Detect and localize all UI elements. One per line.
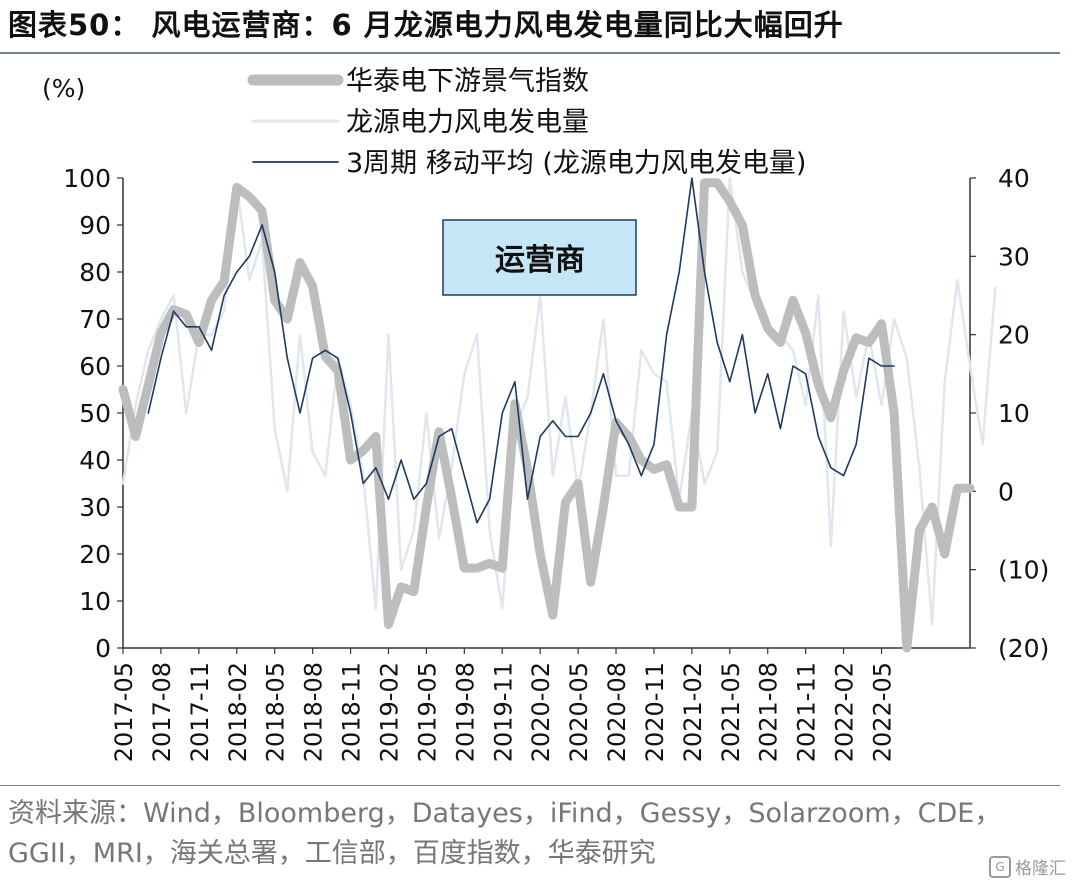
right-tick-label: 10 [998,399,1030,428]
x-tick-label: 2021-08 [755,662,783,762]
legend-label-2: 3周期 移动平均 (龙源电力风电发电量) [346,148,806,179]
left-tick-label: 30 [79,493,111,522]
x-tick-label: 2018-11 [338,662,366,762]
left-tick-label: 100 [63,164,111,193]
watermark-logo-icon: G [989,855,1011,878]
left-tick-label: 10 [79,587,111,616]
right-tick-label: 40 [998,164,1030,193]
legend-label-1: 龙源电力风电发电量 [346,107,589,138]
x-tick-label: 2019-05 [413,662,441,762]
left-tick-label: 0 [95,634,111,663]
x-tick-label: 2021-11 [793,662,821,762]
right-tick-label: (10) [998,556,1049,585]
x-tick-label: 2020-11 [641,662,669,762]
x-tick-label: 2022-05 [869,662,897,762]
x-tick-label: 2017-08 [148,662,176,762]
right-tick-label: 0 [998,477,1014,506]
title-divider [0,52,1060,54]
source-divider [0,785,1060,786]
x-tick-label: 2018-02 [224,662,252,762]
annotation-box [442,219,637,296]
x-tick-label: 2017-11 [186,662,214,762]
x-tick-label: 2020-05 [565,662,593,762]
x-tick-label: 2019-11 [489,662,517,762]
left-tick-label: 60 [79,352,111,381]
page-title: 图表50： 风电运营商：6 月龙源电力风电发电量同比大幅回升 [8,8,844,42]
x-tick-label: 2019-02 [375,662,403,762]
source-note: 资料来源：Wind，Bloomberg，Datayes，iFind，Gessy，… [8,798,1002,869]
left-tick-label: 70 [79,305,111,334]
left-tick-label: 40 [79,446,111,475]
x-tick-label: 2022-02 [831,662,859,762]
x-tick-label: 2018-08 [300,662,328,762]
right-tick-label: (20) [998,634,1049,663]
x-tick-label: 2017-05 [110,662,138,762]
annotation-label: 运营商 [495,243,585,278]
watermark: G 格隆汇 [989,854,1066,879]
left-tick-label: 90 [79,211,111,240]
legend-label-0: 华泰电下游景气指数 [346,66,589,97]
x-tick-label: 2020-08 [603,662,631,762]
left-tick-label: 80 [79,258,111,287]
right-tick-label: 30 [998,242,1030,271]
left-tick-label: 20 [79,540,111,569]
x-tick-label: 2018-05 [262,662,290,762]
x-tick-label: 2020-02 [527,662,555,762]
left-unit-label: (%) [42,74,85,103]
right-tick-label: 20 [998,321,1030,350]
left-tick-label: 50 [79,399,111,428]
x-tick-label: 2019-08 [451,662,479,762]
watermark-text: 格隆汇 [1015,859,1066,879]
x-tick-label: 2021-05 [717,662,745,762]
series-line-0 [118,178,975,653]
series-line-2 [147,177,895,524]
x-tick-label: 2021-02 [679,662,707,762]
